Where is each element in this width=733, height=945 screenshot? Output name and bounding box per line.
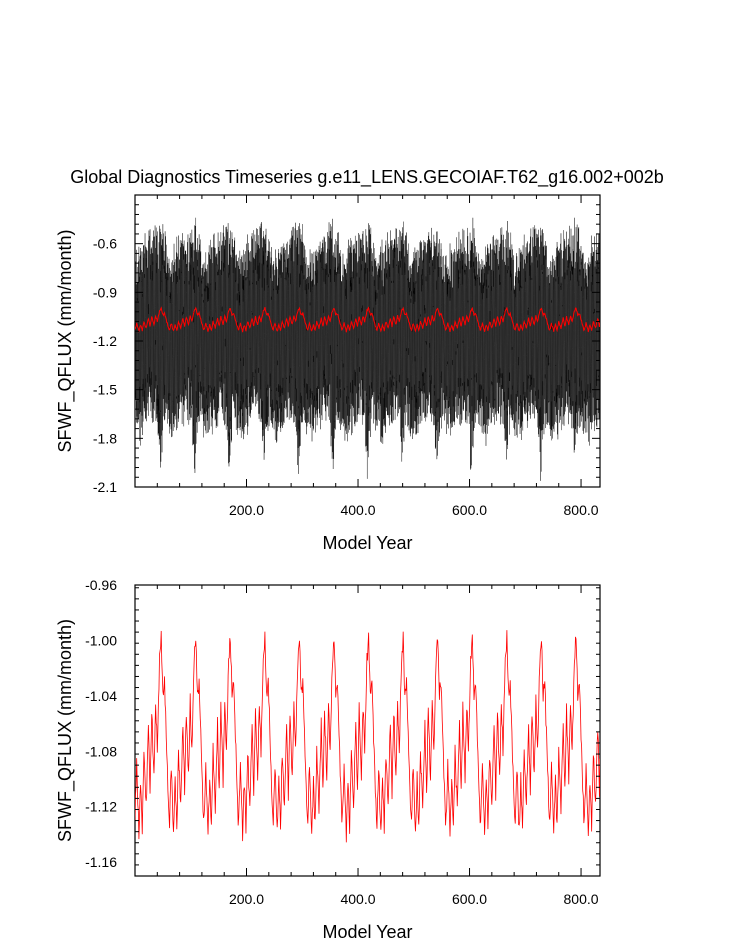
y-tick-label: -1.12	[85, 799, 117, 815]
x-tick-label: 600.0	[452, 891, 487, 907]
plot-data	[135, 217, 600, 481]
y-tick-label: -1.16	[85, 854, 117, 870]
x-tick-label: 400.0	[340, 502, 375, 518]
y-tick-label: -0.96	[85, 577, 117, 593]
y-tick-label: -1.5	[93, 382, 117, 398]
y-tick-label: -0.9	[93, 284, 117, 300]
top-panel: 200.0 400.0 600.0 800.0 -2.1 -1.8 -1.5 -1.2 -0.9…	[55, 194, 601, 553]
x-tick-label: 800.0	[564, 502, 599, 518]
y-tick-label: -1.8	[93, 430, 117, 446]
y-tick-label: -2.1	[93, 479, 117, 495]
y-tick-label: -1.00	[85, 632, 117, 648]
plot-data	[135, 630, 600, 843]
tick-labels: 200.0 400.0 600.0 800.0 -2.1 -1.8 -1.5 -1.2 -0.9…	[93, 236, 599, 518]
x-tick-label: 600.0	[452, 502, 487, 518]
tick-marks	[134, 585, 600, 877]
bottom-panel: 200.0 400.0 600.0 800.0 -1.16 -1.12 -1.08 -1.04…	[55, 577, 601, 942]
plot-frame	[134, 584, 601, 877]
series-line-annual-mean	[135, 306, 600, 334]
x-tick-label: 200.0	[229, 891, 264, 907]
series-line-annual-mean	[135, 630, 600, 843]
x-tick-label: 800.0	[564, 891, 599, 907]
x-axis-label: Model Year	[322, 533, 412, 553]
x-axis-label: Model Year	[322, 922, 412, 942]
x-tick-label: 200.0	[229, 502, 264, 518]
series-line-monthly	[135, 217, 600, 481]
y-tick-label: -1.2	[93, 333, 117, 349]
chart-title: Global Diagnostics Timeseries g.e11_LENS…	[70, 167, 664, 188]
tick-marks	[134, 194, 600, 488]
tick-labels: 200.0 400.0 600.0 800.0 -1.16 -1.12 -1.08 -1.04…	[85, 577, 599, 907]
y-axis-label: SFWF_QFLUX (mm/month)	[55, 619, 76, 842]
y-tick-label: -1.08	[85, 743, 117, 759]
y-axis-label: SFWF_QFLUX (mm/month)	[55, 229, 76, 452]
y-tick-label: -0.6	[93, 236, 117, 252]
y-tick-label: -1.04	[85, 688, 117, 704]
x-tick-label: 400.0	[340, 891, 375, 907]
